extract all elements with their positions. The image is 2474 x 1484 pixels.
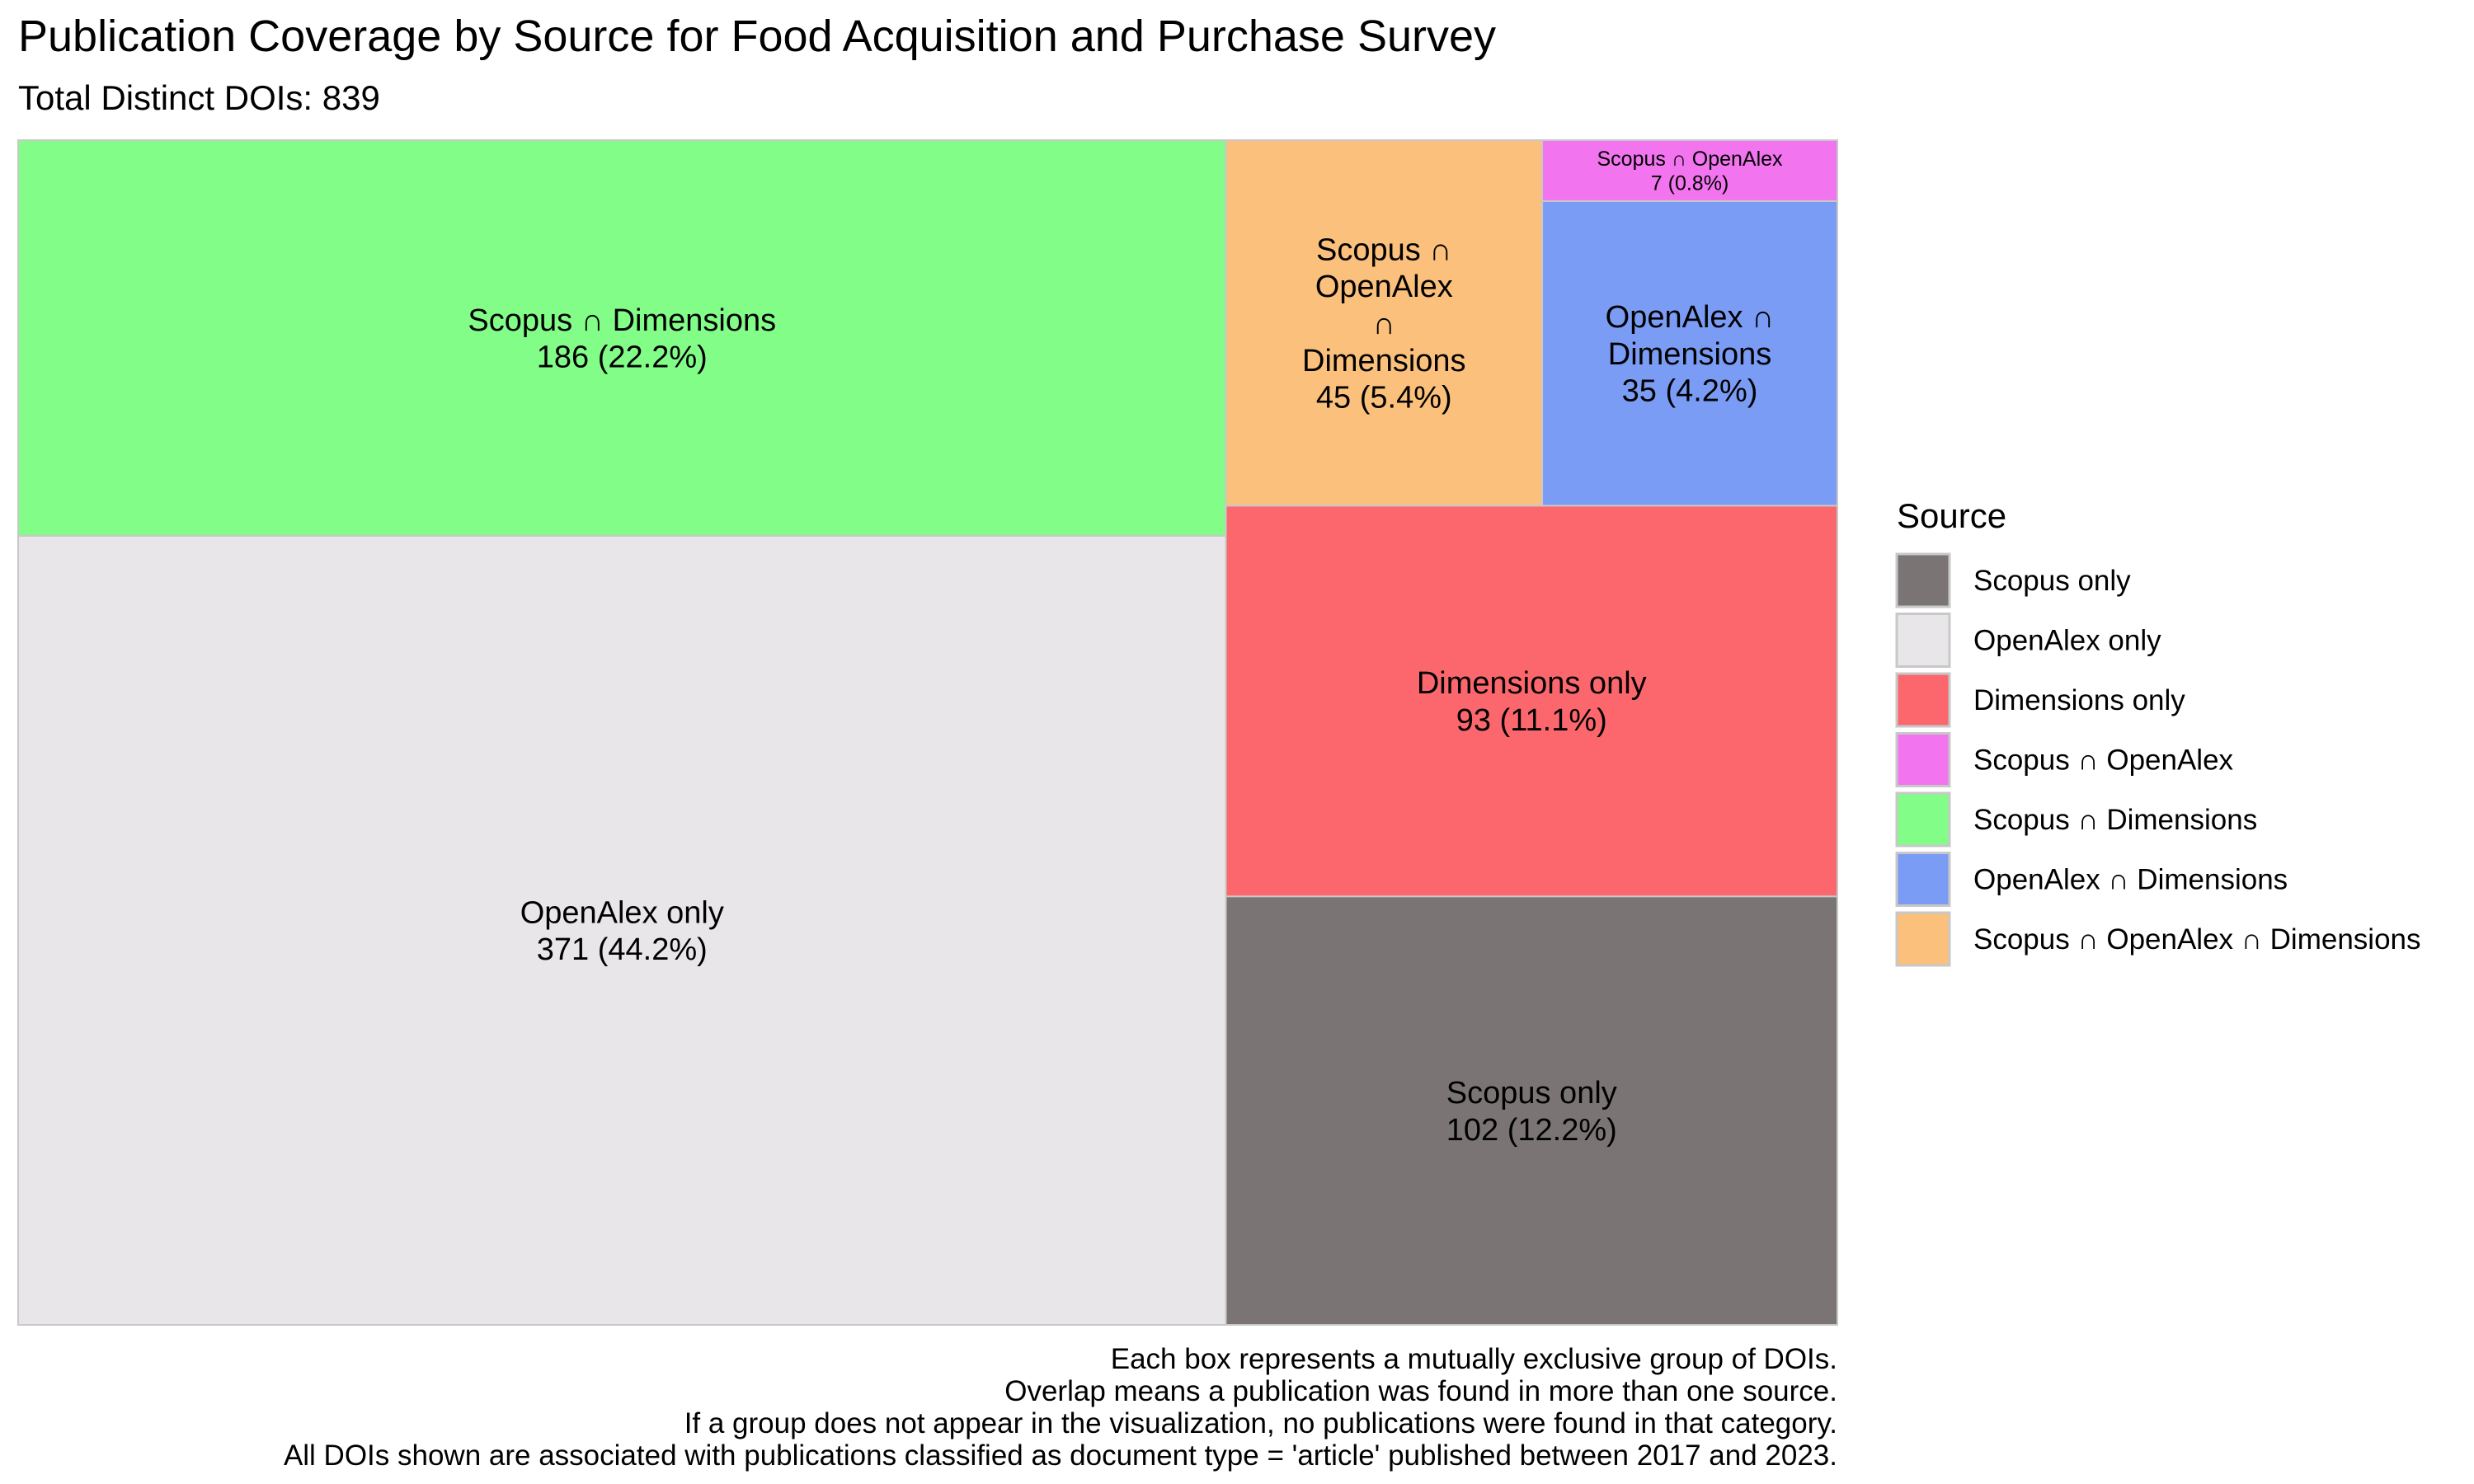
treemap-box-scopus-and-openalex-and-dimensions — [1225, 139, 1544, 507]
treemap-box-openalex-only — [17, 534, 1227, 1326]
treemap-label-openalex-only-0: OpenAlex only — [520, 895, 724, 930]
treemap-label-dimensions-only-0: Dimensions only — [1417, 666, 1647, 701]
treemap-label-openalex-and-dimensions-1: Dimensions — [1608, 337, 1772, 372]
treemap-box-scopus-and-dimensions — [17, 139, 1227, 537]
treemap-label-openalex-and-dimensions-2: 35 (4.2%) — [1622, 374, 1758, 409]
treemap-label-scopus-and-openalex-and-dimensions-4: 45 (5.4%) — [1316, 381, 1452, 416]
treemap-box-scopus-and-openalex — [1541, 139, 1838, 202]
legend-label-scopus-only: Scopus only — [1973, 565, 2131, 597]
legend-swatch-openalex-and-dimensions — [1895, 852, 1951, 907]
chart-title: Publication Coverage by Source for Food … — [18, 12, 1496, 61]
caption: Each box represents a mutually exclusive… — [284, 1343, 1837, 1472]
treemap-label-scopus-only-1: 102 (12.2%) — [1446, 1113, 1617, 1148]
legend-swatch-scopus-and-openalex-and-dimensions — [1895, 911, 1951, 967]
treemap-label-scopus-and-openalex-and-dimensions-0: Scopus ∩ — [1316, 232, 1452, 267]
legend: Source Scopus only OpenAlex only Dimension… — [1895, 496, 2421, 967]
caption-line-2: If a group does not appear in the visual… — [684, 1407, 1837, 1439]
legend-swatch-scopus-and-openalex — [1895, 732, 1951, 787]
treemap-label-scopus-and-dimensions-0: Scopus ∩ Dimensions — [468, 303, 776, 338]
treemap-label-scopus-and-openalex-0: Scopus ∩ OpenAlex — [1597, 148, 1784, 171]
treemap-label-openalex-only-1: 371 (44.2%) — [537, 932, 708, 967]
treemap-label-scopus-and-openalex-and-dimensions-3: Dimensions — [1302, 344, 1466, 378]
legend-label-scopus-and-openalex-and-dimensions: Scopus ∩ OpenAlex ∩ Dimensions — [1973, 923, 2421, 956]
treemap-label-scopus-and-openalex-1: 7 (0.8%) — [1651, 171, 1729, 195]
legend-label-scopus-and-dimensions: Scopus ∩ Dimensions — [1973, 804, 2257, 836]
treemap-label-scopus-and-openalex-and-dimensions-2: ∩ — [1373, 307, 1395, 341]
legend-swatch-openalex-only — [1895, 613, 1951, 668]
legend-label-dimensions-only: Dimensions only — [1973, 684, 2185, 716]
legend-swatch-scopus-only — [1895, 552, 1951, 608]
treemap-box-dimensions-only — [1225, 505, 1839, 898]
treemap-box-scopus-only — [1225, 895, 1839, 1326]
caption-line-3: All DOIs shown are associated with publi… — [284, 1439, 1837, 1472]
chart-subtitle: Total Distinct DOIs: 839 — [18, 78, 380, 117]
legend-title: Source — [1897, 496, 2006, 535]
treemap-label-scopus-only-0: Scopus only — [1446, 1076, 1617, 1111]
legend-label-openalex-only: OpenAlex only — [1973, 625, 2161, 657]
treemap-label-scopus-and-dimensions-1: 186 (22.2%) — [537, 340, 708, 375]
legend-label-scopus-and-openalex: Scopus ∩ OpenAlex — [1973, 744, 2234, 777]
legend-swatch-dimensions-only — [1895, 672, 1951, 728]
caption-line-0: Each box represents a mutually exclusive… — [1111, 1343, 1837, 1375]
treemap-box-openalex-and-dimensions — [1541, 200, 1838, 507]
caption-line-1: Overlap means a publication was found in… — [1004, 1375, 1837, 1407]
legend-label-openalex-and-dimensions: OpenAlex ∩ Dimensions — [1973, 864, 2288, 896]
treemap-label-scopus-and-openalex-and-dimensions-1: OpenAlex — [1315, 270, 1453, 304]
treemap-label-dimensions-only-1: 93 (11.1%) — [1456, 703, 1607, 738]
legend-swatch-scopus-and-dimensions — [1895, 791, 1951, 848]
treemap-label-openalex-and-dimensions-0: OpenAlex ∩ — [1606, 300, 1775, 335]
